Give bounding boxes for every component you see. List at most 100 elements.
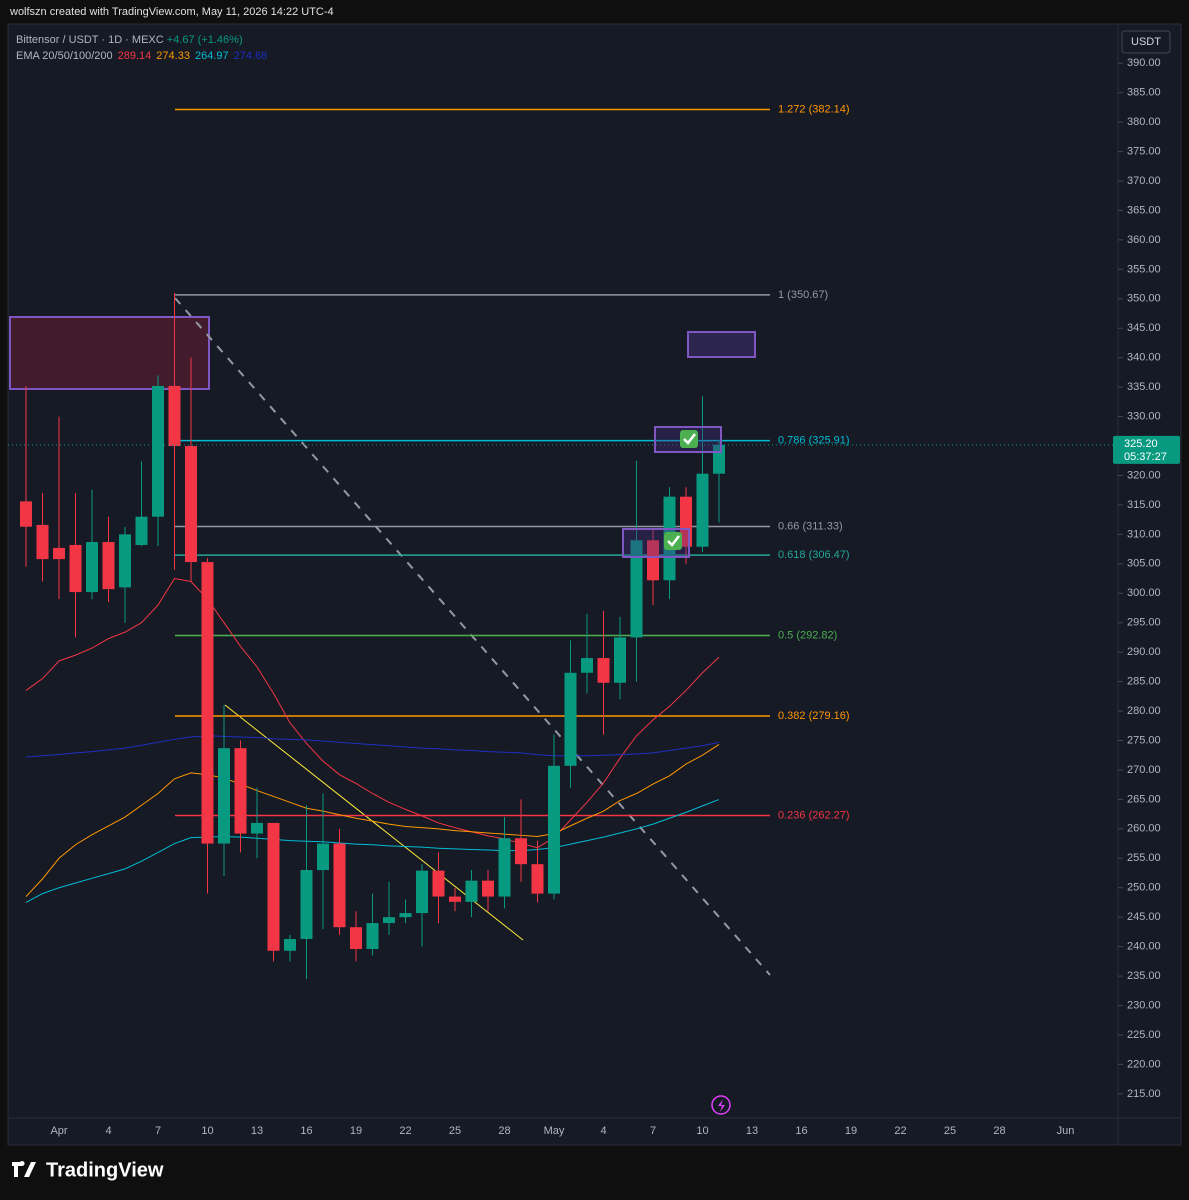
y-tick-label: 385.00	[1127, 87, 1161, 99]
x-tick-label: 28	[498, 1125, 510, 1137]
candle-body	[102, 542, 115, 590]
y-tick-label: 315.00	[1127, 499, 1161, 511]
ema-value: 264.97	[195, 50, 229, 62]
candle-body	[185, 446, 197, 563]
candle-body	[498, 838, 511, 897]
y-tick-label: 340.00	[1127, 352, 1161, 364]
check-mark	[683, 433, 696, 445]
y-tick-label: 305.00	[1127, 558, 1161, 570]
y-tick-label: 345.00	[1127, 322, 1161, 334]
candle-body	[333, 843, 346, 928]
candle-body	[218, 748, 230, 844]
attribution: wolfszn created with TradingView.com, Ma…	[9, 6, 334, 18]
y-tick-label: 360.00	[1127, 234, 1161, 246]
y-tick-label: 380.00	[1127, 116, 1161, 128]
x-tick-label: 22	[894, 1125, 906, 1137]
x-tick-label: 19	[845, 1125, 857, 1137]
event-icon[interactable]	[711, 1095, 731, 1115]
candle-body	[383, 917, 395, 924]
candle-body	[350, 927, 362, 949]
candle-body	[119, 534, 131, 588]
x-tick-label: Apr	[50, 1125, 67, 1137]
x-tick-label: 13	[251, 1125, 263, 1137]
target-box	[687, 331, 756, 358]
y-tick-label: 260.00	[1127, 823, 1161, 835]
brand: TradingView	[46, 1159, 164, 1181]
plot: 390.00 385.00 380.00 375.00 370.00 365.00 360.…	[8, 57, 1161, 1137]
indicator-label: EMA 20/50/100/200	[16, 50, 113, 62]
x-tick-label: 7	[155, 1125, 161, 1137]
candle-body	[300, 870, 313, 939]
dashed-trendline	[174, 297, 771, 976]
y-tick-label: 215.00	[1127, 1088, 1161, 1100]
candle-body	[630, 540, 643, 638]
candle-body	[86, 542, 98, 593]
ema-line	[25, 735, 720, 758]
candle-body	[581, 658, 593, 673]
y-tick-label: 230.00	[1127, 999, 1161, 1011]
x-tick-label: 28	[993, 1125, 1005, 1137]
candle-body	[234, 748, 247, 834]
y-tick-label: 350.00	[1127, 293, 1161, 305]
supply-zone	[9, 316, 210, 390]
currency-button[interactable]	[1121, 30, 1171, 54]
check-icon	[664, 532, 682, 550]
y-tick-label: 355.00	[1127, 263, 1161, 275]
y-tick-label: 365.00	[1127, 204, 1161, 216]
candle-body	[135, 516, 148, 545]
candle-body	[36, 524, 49, 560]
candle-body	[366, 923, 379, 949]
ema-line	[25, 799, 720, 903]
ema-value: 274.33	[156, 50, 190, 62]
candle-body	[399, 913, 412, 918]
y-tick-label: 235.00	[1127, 970, 1161, 982]
candle-body	[597, 658, 610, 683]
x-tick-label: 4	[105, 1125, 111, 1137]
x-tick-label: 22	[399, 1125, 411, 1137]
y-tick-label: 245.00	[1127, 911, 1161, 923]
candle-body	[53, 547, 65, 560]
event-bolt	[718, 1099, 725, 1112]
candle-body	[251, 822, 263, 834]
fib-label: 0.618 (306.47)	[778, 549, 850, 561]
currency[interactable]: USDT	[1131, 36, 1161, 48]
x-tick-label: 16	[300, 1125, 312, 1137]
candle-body	[69, 544, 82, 593]
ema-line	[25, 577, 720, 849]
x-tick-label: May	[544, 1125, 565, 1137]
check-icon	[680, 430, 698, 448]
x-tick-label: 4	[600, 1125, 606, 1137]
y-tick-label: 375.00	[1127, 145, 1161, 157]
candle-body	[465, 880, 478, 902]
y-tick-label: 255.00	[1127, 852, 1161, 864]
y-tick-label: 330.00	[1127, 410, 1161, 422]
y-tick-label: 390.00	[1127, 57, 1161, 69]
candle-body	[564, 672, 577, 766]
candle-body	[515, 838, 527, 865]
y-tick-label: 310.00	[1127, 528, 1161, 540]
candle-body	[20, 501, 32, 527]
fib-label: 0.66 (311.33)	[778, 520, 843, 532]
y-tick-label: 240.00	[1127, 941, 1161, 953]
fib-label: 0.382 (279.16)	[778, 710, 850, 722]
ema-line	[25, 744, 720, 897]
y-tick-label: 335.00	[1127, 381, 1161, 393]
x-tick-label: 13	[746, 1125, 758, 1137]
y-tick-label: 300.00	[1127, 587, 1161, 599]
candle-body	[267, 822, 280, 951]
y-tick-label: 270.00	[1127, 764, 1161, 776]
x-tick-label: 10	[201, 1125, 213, 1137]
fib-label: 1.272 (382.14)	[778, 103, 850, 115]
last-price-label: 325.20	[1124, 438, 1158, 450]
fib-label: 1 (350.67)	[778, 289, 828, 301]
y-tick-label: 280.00	[1127, 705, 1161, 717]
candle-body	[168, 385, 181, 447]
candle-body	[696, 473, 709, 547]
ema-value: 274.68	[234, 50, 268, 62]
candle-body	[614, 637, 626, 683]
candle-body	[284, 938, 296, 951]
candle-body	[449, 896, 461, 902]
fib-label: 0.236 (262.27)	[778, 809, 850, 821]
y-tick-label: 285.00	[1127, 676, 1161, 688]
